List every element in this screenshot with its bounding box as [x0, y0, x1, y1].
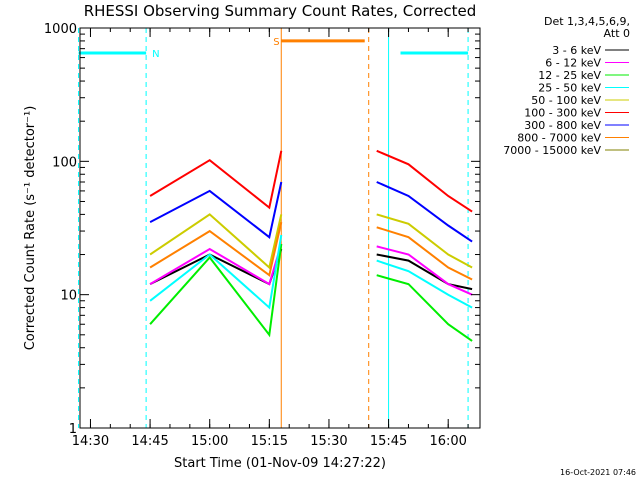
- legend-entry-label: 100 - 300 keV: [524, 107, 601, 120]
- series-line: [376, 213, 473, 269]
- x-tick-label: 16:00: [429, 434, 466, 449]
- marker-label: S: [273, 37, 279, 48]
- series-line: [149, 243, 283, 286]
- legend-entry-label: 25 - 50 keV: [538, 82, 601, 95]
- y-tick-label: 10: [60, 289, 77, 304]
- footer-timestamp: 16-Oct-2021 07:46: [560, 468, 636, 477]
- legend-header-line-1: Det 1,3,4,5,6,9,: [544, 15, 630, 28]
- plot-frame: [79, 27, 481, 429]
- series-line: [149, 150, 283, 210]
- chart-title: RHESSI Observing Summary Count Rates, Co…: [84, 2, 477, 20]
- x-axis: 14:30 14:45 15:00 15:15 15:30 15:45 16:00: [72, 28, 469, 449]
- series-line: [376, 245, 473, 296]
- legend-header-line-2: Att 0: [604, 27, 630, 40]
- legend-entry-label: 300 - 800 keV: [524, 119, 601, 132]
- x-tick-label: 15:15: [251, 434, 288, 449]
- y-axis: 1 10 100 1000: [44, 22, 480, 437]
- x-tick-label: 14:45: [131, 434, 168, 449]
- series-line: [376, 274, 473, 342]
- series-line: [149, 213, 283, 270]
- y-tick-label: 1000: [44, 22, 77, 37]
- legend-entry-label: 800 - 7000 keV: [517, 132, 601, 145]
- series-line: [149, 243, 283, 338]
- legend-entry-label: 7000 - 15000 keV: [503, 144, 601, 157]
- series-line: [149, 221, 283, 277]
- series-line: [376, 259, 473, 309]
- legend-entry-label: 12 - 25 keV: [538, 69, 601, 82]
- x-tick-label: 14:30: [72, 434, 109, 449]
- series-line: [376, 253, 473, 291]
- x-axis-label: Start Time (01-Nov-09 14:27:22): [174, 456, 386, 471]
- series-line: [376, 181, 473, 243]
- plot-area: NS: [78, 28, 473, 428]
- legend-entry-label: 6 - 12 keV: [545, 57, 601, 70]
- series-line: [149, 234, 283, 310]
- series-line: [149, 181, 283, 239]
- legend-entry-label: 50 - 100 keV: [531, 94, 601, 107]
- y-axis-label: Corrected Count Rate (s⁻¹ detector⁻¹): [23, 106, 38, 351]
- marker-label: N: [152, 49, 159, 60]
- y-tick-label: 1: [69, 422, 77, 437]
- series-line: [376, 149, 473, 213]
- legend-entry-label: 3 - 6 keV: [552, 44, 601, 57]
- y-tick-label: 100: [52, 155, 77, 170]
- series-line: [376, 226, 473, 281]
- x-tick-label: 15:45: [370, 434, 407, 449]
- x-tick-label: 15:00: [191, 434, 228, 449]
- x-tick-label: 15:30: [310, 434, 347, 449]
